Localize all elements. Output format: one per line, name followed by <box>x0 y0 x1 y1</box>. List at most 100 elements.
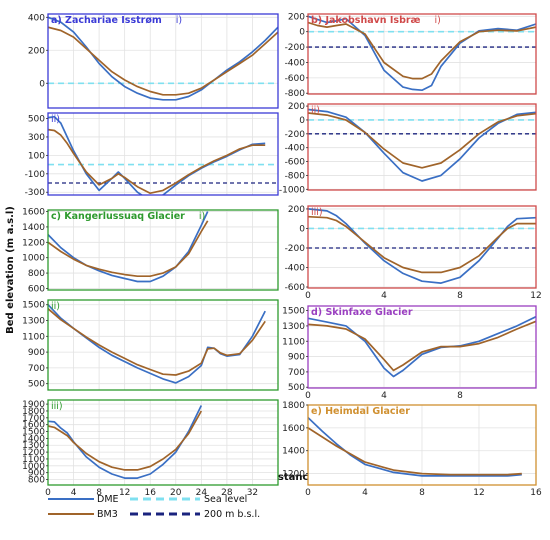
y-tick-label: 100 <box>28 151 45 161</box>
y-tick-label: 1400 <box>22 434 45 444</box>
x-tick-label: 4 <box>381 391 387 401</box>
panel-frame <box>47 209 279 291</box>
y-tick-label: 900 <box>288 353 305 363</box>
y-tick-label: 500 <box>288 383 305 393</box>
y-tick-label: 1200 <box>22 238 45 248</box>
panel-zach-i: 0 200 400 a) Zachariae Isstrøm i) <box>28 13 279 109</box>
panel-jak-i: -800 -600 -400 -200 0 200 b) Jakobshavn Isbræ i… <box>285 12 537 99</box>
x-tick-label: 4 <box>71 488 77 498</box>
panel-kang-iii: 8009001000110012001300140015001600170018… <box>22 399 279 498</box>
y-tick-label: 700 <box>28 364 45 374</box>
x-tick-label: 4 <box>381 291 387 301</box>
x-tick-label: 0 <box>45 488 51 498</box>
panel-sublabel: i) <box>199 211 205 222</box>
series-line-dme <box>308 416 522 477</box>
panel-frame <box>47 299 279 391</box>
series-line-bm3 <box>48 128 266 195</box>
y-tick-label: 200 <box>288 102 305 112</box>
x-tick-label: 8 <box>457 291 463 301</box>
y-tick-label: -300 <box>25 188 46 198</box>
panel-background <box>308 306 536 388</box>
y-tick-label: 1200 <box>282 470 305 480</box>
y-tick-label: -800 <box>285 171 306 181</box>
y-tick-label: 200 <box>288 205 305 215</box>
y-tick-label: 1900 <box>22 400 45 410</box>
y-tick-label: 1500 <box>22 428 45 438</box>
y-tick-label: 0 <box>299 28 305 38</box>
y-tick-label: 1100 <box>282 337 305 347</box>
x-tick-label: 12 <box>530 291 541 301</box>
series-line-bm3 <box>48 220 209 278</box>
series-line-bm3 <box>308 112 536 169</box>
series-line-bm3 <box>308 215 536 274</box>
x-tick-label: 4 <box>362 488 368 498</box>
panel-title: b) Jakobshavn Isbræ <box>311 15 421 26</box>
panel-background <box>48 400 278 485</box>
y-tick-label: -400 <box>285 58 306 68</box>
series-line-dme <box>308 108 536 182</box>
x-tick-label: 20 <box>170 488 182 498</box>
panel-background <box>48 210 278 290</box>
y-tick-label: -200 <box>285 244 306 254</box>
panel-sublabel: iii) <box>51 401 63 412</box>
legend: DME BM3 Sea level 200 m b.s.l. <box>48 494 260 520</box>
y-tick-label: 900 <box>28 348 45 358</box>
y-tick-label: 1200 <box>22 448 45 458</box>
legend-label-sea: Sea level <box>204 494 247 505</box>
x-tick-label: 8 <box>419 488 425 498</box>
y-tick-label: -600 <box>285 158 306 168</box>
y-tick-label: 200 <box>288 12 305 22</box>
series-line-dme <box>308 315 536 378</box>
x-tick-label: 0 <box>305 291 311 301</box>
panel-background <box>48 113 278 195</box>
y-tick-label: 1500 <box>282 307 305 317</box>
panel-skin: 500 700 900 1100 1300 1500 0 4 8 d) Skinfaxe Glac… <box>282 305 537 401</box>
panel-zach-ii: -300 -100 100 300 500 ii) <box>25 112 279 198</box>
panel-heim: 1200 1400 1600 1800 0 4 8 12 16 e) Heimdal Glacie… <box>282 401 542 498</box>
panel-frame <box>47 399 279 486</box>
panel-background <box>308 206 536 288</box>
x-tick-label: 32 <box>247 488 258 498</box>
panel-title: c) Kangerlussuaq Glacier <box>51 211 185 222</box>
y-tick-label: 200 <box>28 46 45 56</box>
panel-sublabel: ii) <box>311 105 320 116</box>
x-tick-label: 8 <box>96 488 102 498</box>
panel-jak-iii: -600 -400 -200 0 200 0 4 8 12 iii) <box>285 205 542 301</box>
panel-sublabel: iii) <box>311 207 323 218</box>
x-tick-label: 0 <box>305 391 311 401</box>
y-tick-label: 1000 <box>22 462 45 472</box>
series-line-bm3 <box>308 320 536 372</box>
y-tick-label: 1300 <box>22 317 45 327</box>
y-tick-label: 500 <box>28 380 45 390</box>
series-line-dme <box>308 15 536 92</box>
panel-sublabel: i) <box>435 15 441 26</box>
y-tick-label: 1300 <box>282 322 305 332</box>
x-tick-label: 16 <box>144 488 156 498</box>
y-tick-label: 0 <box>39 79 45 89</box>
panel-sublabel: ii) <box>51 114 60 125</box>
y-tick-label: 800 <box>28 269 45 279</box>
y-tick-label: -800 <box>285 89 306 99</box>
y-tick-label: 1000 <box>22 254 45 264</box>
x-tick-label: 12 <box>119 488 130 498</box>
panel-frame <box>47 13 279 109</box>
y-tick-label: 1600 <box>22 208 45 218</box>
panel-kang-i: 600 800 1000 1200 1400 1600 c) Kangerlussuaq G… <box>22 208 279 294</box>
y-tick-label: 1400 <box>22 223 45 233</box>
panel-frame <box>47 112 279 196</box>
y-tick-label: -100 <box>25 170 46 180</box>
series-line-bm3 <box>48 26 278 96</box>
y-tick-label: 1500 <box>22 301 45 311</box>
panel-frame <box>307 305 537 389</box>
x-tick-label: 0 <box>305 488 311 498</box>
y-tick-label: 1800 <box>282 401 305 411</box>
y-tick-label: -600 <box>285 283 306 293</box>
y-axis-label: Bed elevation (m a.s.l) <box>5 206 16 334</box>
panel-sublabel: i) <box>176 15 182 26</box>
series-line-bm3 <box>308 21 536 80</box>
series-line-dme <box>48 16 278 101</box>
series-line-dme <box>48 405 203 479</box>
x-tick-label: 24 <box>196 488 208 498</box>
y-tick-label: 1100 <box>22 332 45 342</box>
